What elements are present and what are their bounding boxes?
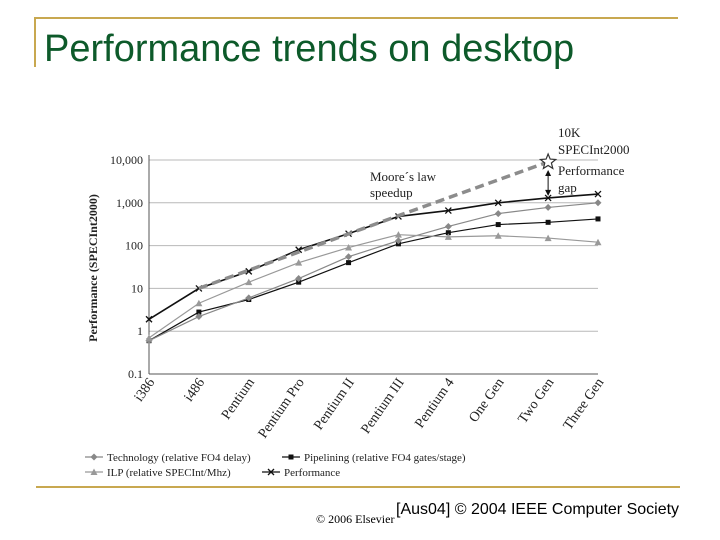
target-annotation: SPECInt2000 xyxy=(558,142,630,157)
data-point xyxy=(594,238,602,246)
y-tick-label: 1,000 xyxy=(116,196,143,210)
x-tick-label: Pentium xyxy=(219,376,258,423)
title-rule-left xyxy=(34,17,36,67)
x-tick-label: i486 xyxy=(182,376,209,405)
y-tick-label: 0.1 xyxy=(128,367,143,381)
moores-law-annotation: speedup xyxy=(370,185,413,200)
x-tick-label: Pentium Pro xyxy=(256,376,308,442)
data-point xyxy=(295,275,303,283)
moores-law-line xyxy=(198,160,549,291)
slide-title: Performance trends on desktop xyxy=(44,28,575,70)
series-line-1 xyxy=(148,218,599,342)
gap-annotation: Performance xyxy=(558,163,625,178)
data-point xyxy=(444,233,452,240)
data-point xyxy=(594,199,602,207)
data-point xyxy=(544,203,552,211)
data-point xyxy=(544,194,552,202)
data-point xyxy=(444,207,452,214)
legend-marker xyxy=(90,453,98,461)
bottom-rule xyxy=(36,486,680,488)
series-line-0 xyxy=(148,193,599,320)
x-tick-label: Pentium 4 xyxy=(413,376,458,431)
data-point xyxy=(394,231,402,238)
data-point xyxy=(495,222,501,228)
gap-arrow-head-top xyxy=(545,169,552,176)
data-point xyxy=(394,237,402,245)
x-tick-label: Pentium III xyxy=(359,375,408,436)
data-point xyxy=(544,234,552,242)
y-axis-label: Performance (SPECInt2000) xyxy=(86,194,100,342)
data-point xyxy=(196,309,202,315)
data-point xyxy=(195,313,203,321)
data-point xyxy=(295,259,303,266)
y-tick-label: 100 xyxy=(125,239,143,253)
data-point xyxy=(145,315,153,323)
target-annotation: 10K xyxy=(558,125,581,140)
legend-label: ILP (relative SPECInt/Mhz) xyxy=(107,467,231,479)
y-tick-label: 10 xyxy=(131,281,143,295)
data-point xyxy=(245,267,253,275)
data-point xyxy=(444,222,452,230)
x-tick-label: One Gen xyxy=(466,376,507,426)
x-tick-label: Two Gen xyxy=(516,376,558,427)
data-point xyxy=(145,334,153,341)
data-point xyxy=(346,260,352,266)
citation-text: [Aus04] © 2004 IEEE Computer Society xyxy=(396,501,680,518)
series-line-2 xyxy=(148,202,599,342)
data-point xyxy=(494,210,502,218)
data-point xyxy=(296,279,302,285)
x-tick-label: Pentium II xyxy=(311,375,358,433)
y-tick-label: 10,000 xyxy=(110,153,143,167)
target-star xyxy=(538,152,558,170)
legend-label: Performance xyxy=(284,467,340,479)
title-rule-top xyxy=(34,17,678,19)
legend-label: Pipelining (relative FO4 gates/stage) xyxy=(304,452,466,464)
gap-arrow-head-bottom xyxy=(545,189,552,196)
legend-marker xyxy=(267,468,275,476)
moores-law-annotation: Moore´s law xyxy=(370,169,437,184)
gap-annotation: gap xyxy=(558,180,577,195)
legend-marker xyxy=(288,454,294,460)
data-point xyxy=(345,244,353,251)
copyright-text: © 2006 Elsevier xyxy=(316,512,395,526)
data-point xyxy=(594,190,602,198)
legend-label: Technology (relative FO4 delay) xyxy=(107,452,251,464)
data-point xyxy=(445,230,451,236)
data-point xyxy=(245,278,253,286)
data-point xyxy=(245,294,253,302)
data-point xyxy=(494,232,502,239)
data-point xyxy=(345,253,353,261)
legend-marker xyxy=(90,468,98,475)
x-tick-label: Three Gen xyxy=(561,376,607,433)
data-point xyxy=(545,219,551,225)
y-tick-label: 1 xyxy=(137,324,143,338)
data-point xyxy=(195,299,203,307)
series-line-3 xyxy=(148,234,599,339)
data-point xyxy=(595,216,601,222)
data-point xyxy=(494,199,502,207)
